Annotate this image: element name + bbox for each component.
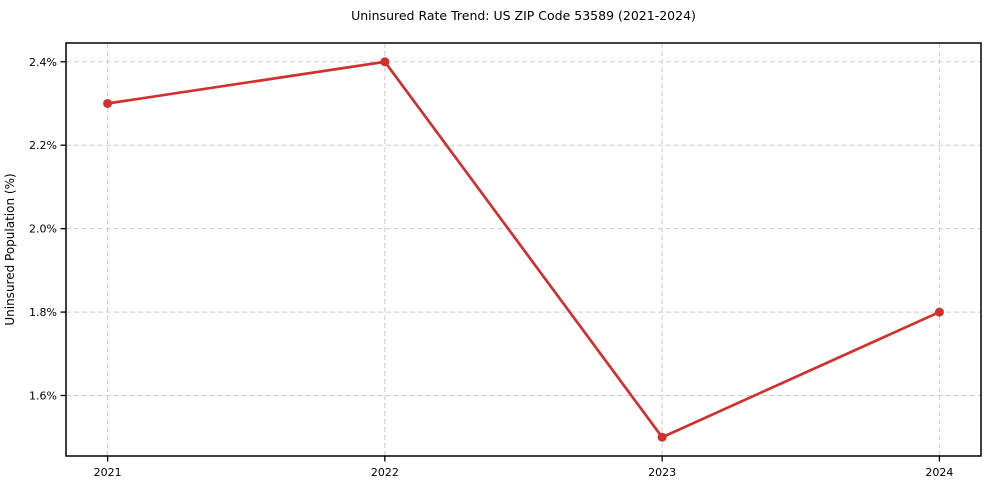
data-point bbox=[657, 432, 667, 442]
x-tick-label: 2023 bbox=[648, 466, 676, 479]
plot-frame bbox=[65, 42, 982, 457]
grid-lines bbox=[66, 43, 981, 456]
chart-title: Uninsured Rate Trend: US ZIP Code 53589 … bbox=[351, 8, 696, 23]
data-series bbox=[103, 57, 944, 442]
axis-ticks bbox=[60, 61, 941, 462]
y-tick-label: 1.8% bbox=[29, 306, 57, 319]
y-tick-label: 2.2% bbox=[29, 139, 57, 152]
y-tick-label: 1.6% bbox=[29, 390, 57, 403]
x-tick-label: 2024 bbox=[925, 466, 953, 479]
y-axis-label: Uninsured Population (%) bbox=[3, 173, 17, 325]
x-tick-label: 2022 bbox=[371, 466, 399, 479]
trend-line bbox=[106, 60, 941, 439]
data-point bbox=[103, 98, 113, 108]
axes-frame bbox=[65, 42, 982, 457]
x-tick-label: 2021 bbox=[94, 466, 122, 479]
y-tick-label: 2.4% bbox=[29, 56, 57, 69]
y-tick-label: 2.0% bbox=[29, 223, 57, 236]
data-point bbox=[380, 57, 390, 67]
data-point bbox=[934, 307, 944, 317]
axis-tick-labels: 2021 2022 2023 2024 1.6% 1.8% 2.0% 2.2% 2.4% bbox=[29, 56, 953, 479]
